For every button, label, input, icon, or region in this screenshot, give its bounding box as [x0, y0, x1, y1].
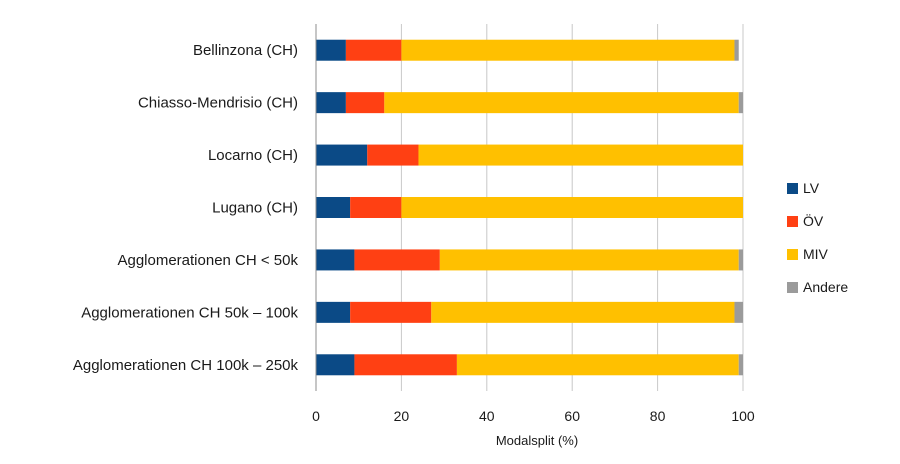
bar-segment-lv	[316, 197, 351, 218]
bar-segment-miv	[401, 39, 735, 61]
legend-label: LV	[803, 180, 820, 196]
category-label: Locarno (CH)	[208, 147, 298, 164]
legend: LV ÖV MIV Andere	[787, 180, 848, 295]
bar-segment-miv	[384, 92, 739, 114]
x-tick-label: 100	[731, 408, 755, 424]
category-label: Agglomerationen CH 50k – 100k	[81, 304, 298, 321]
bar-segment-andere	[734, 301, 743, 323]
bar-segment-andere	[738, 354, 743, 376]
bar-segment-lv	[316, 301, 351, 323]
bar-segment-lv	[316, 39, 346, 61]
bar-segment-lv	[316, 144, 368, 166]
bar-segment-lv	[316, 249, 355, 271]
legend-label: Andere	[803, 279, 848, 295]
x-tick-label: 40	[479, 408, 495, 424]
bar-segment--v	[367, 144, 419, 166]
legend-swatch	[787, 282, 798, 293]
bar-segment-lv	[316, 92, 346, 114]
bar-segment-andere	[734, 39, 739, 61]
legend-label: ÖV	[803, 212, 824, 229]
x-tick-label: 20	[394, 408, 410, 424]
bar-segment-andere	[738, 92, 743, 114]
category-label: Agglomerationen CH < 50k	[117, 252, 298, 269]
category-label: Chiasso-Mendrisio (CH)	[138, 95, 298, 112]
bar-group	[316, 39, 743, 376]
bar-segment--v	[345, 92, 385, 114]
bar-segment-miv	[401, 197, 743, 218]
category-labels: Bellinzona (CH) Chiasso-Mendrisio (CH) Loc…	[73, 42, 299, 374]
bar-segment-miv	[418, 144, 743, 166]
bar-segment-miv	[439, 249, 739, 271]
category-label: Lugano (CH)	[212, 200, 298, 217]
legend-swatch	[787, 216, 798, 227]
bar-segment-lv	[316, 354, 355, 376]
bar-segment-miv	[431, 301, 735, 323]
category-label: Agglomerationen CH 100k – 250k	[73, 357, 299, 374]
legend-label: MIV	[803, 246, 829, 262]
x-tick-label: 60	[564, 408, 580, 424]
bar-segment--v	[354, 354, 457, 376]
bar-segment--v	[350, 301, 432, 323]
bar-segment-miv	[456, 354, 739, 376]
bar-segment--v	[350, 197, 402, 218]
legend-swatch	[787, 183, 798, 194]
bar-segment-andere	[738, 249, 743, 271]
legend-swatch	[787, 249, 798, 260]
bar-segment--v	[354, 249, 440, 271]
x-tick-label: 80	[650, 408, 666, 424]
x-axis-title: Modalsplit (%)	[496, 433, 578, 448]
x-tick-label: 0	[312, 408, 320, 424]
category-label: Bellinzona (CH)	[193, 42, 298, 59]
bar-segment--v	[345, 39, 402, 61]
x-tick-labels: 0 20 40 60 80 100	[312, 408, 755, 424]
